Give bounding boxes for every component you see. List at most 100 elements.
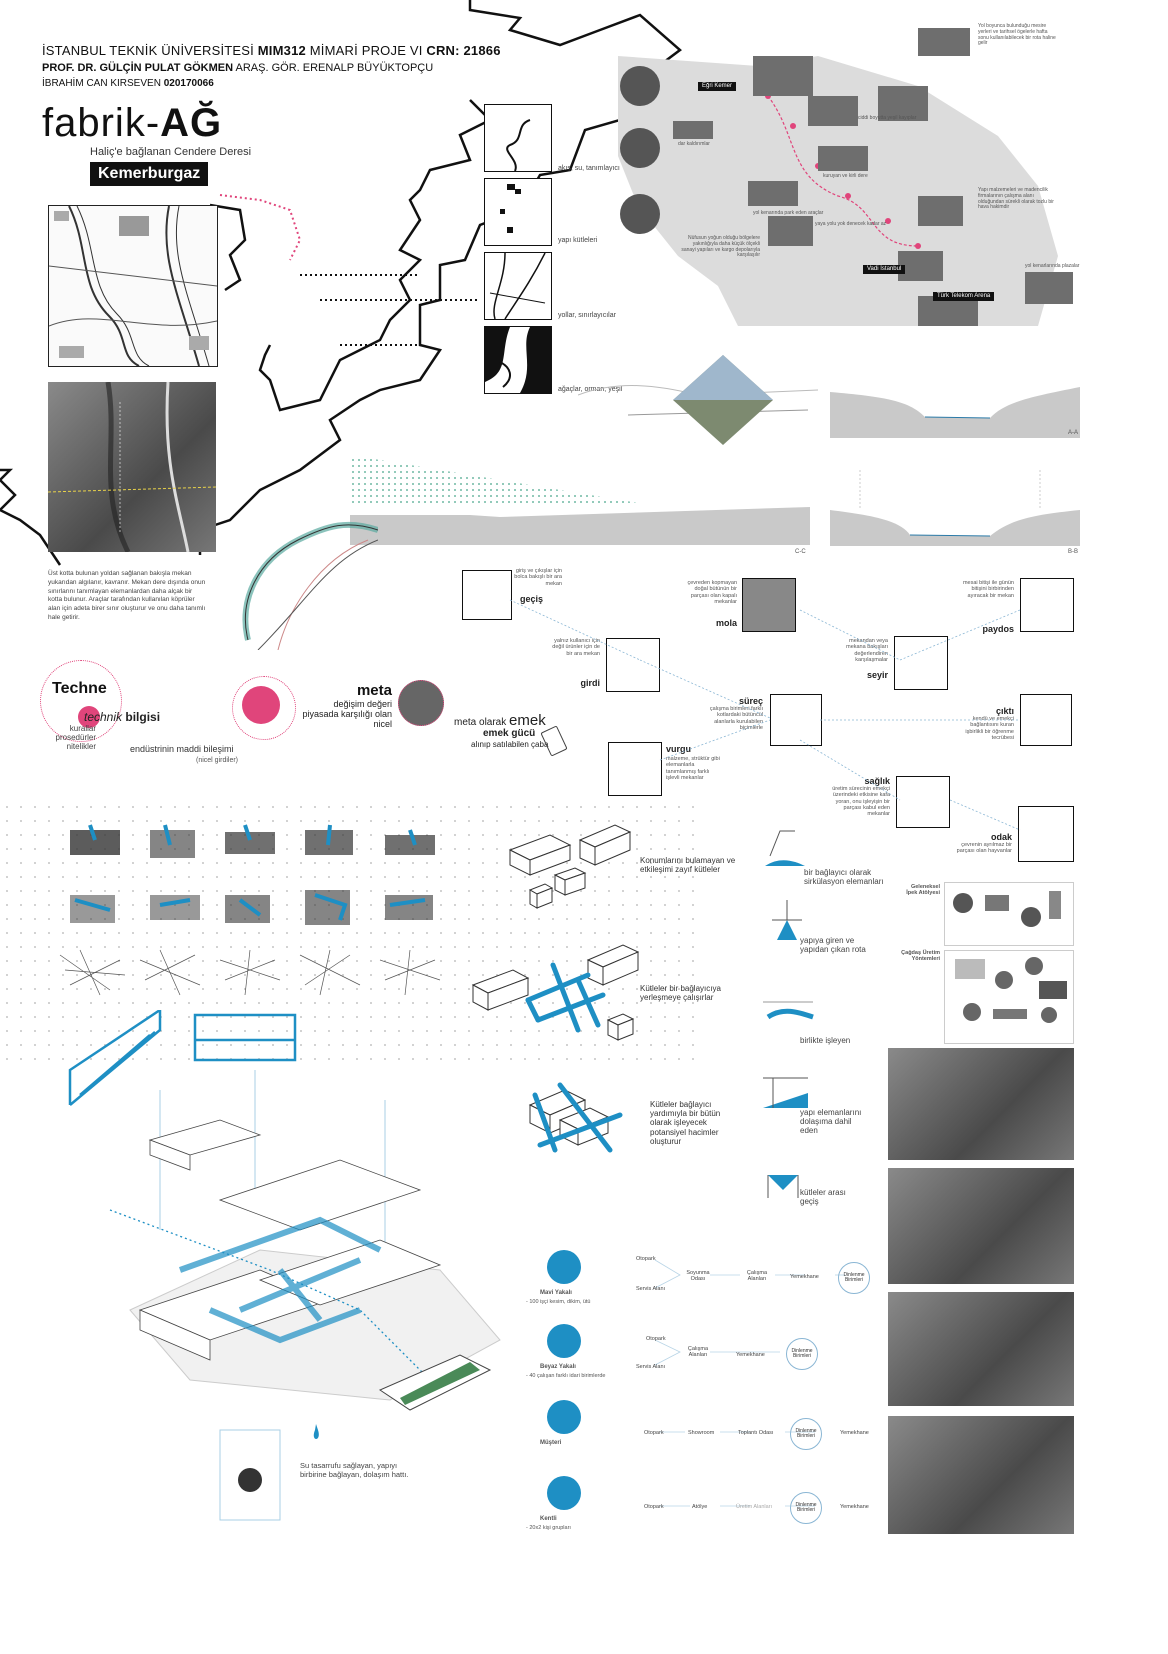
techne-rules: kurallar prosedürler nitelikler bbox=[40, 724, 96, 752]
section-a-a bbox=[830, 387, 1080, 438]
connector-sketch-2 bbox=[772, 900, 802, 940]
map-small-1: ciddi boyutta yeşil kayıplar bbox=[858, 115, 917, 121]
techne-circle bbox=[40, 660, 122, 742]
site-map-drawing bbox=[49, 206, 217, 366]
modern-title: Çağdaş Üretim Yöntemleri bbox=[901, 950, 940, 963]
user-icon-kentli bbox=[547, 1476, 581, 1510]
massing-step-2-text: Kütleler bir bağlayıcıya yerleşmeye çalı… bbox=[640, 984, 721, 1003]
model-grid bbox=[50, 820, 450, 1000]
map-photo-arena bbox=[918, 296, 978, 326]
user-name-3: Müşteri bbox=[540, 1440, 562, 1446]
instructors: PROF. DR. GÜLÇİN PULAT GÖKMEN ARAŞ. GÖR.… bbox=[42, 62, 433, 75]
bilgisi-word: bilgisi bbox=[122, 710, 161, 724]
connector-text-1: bir bağlayıcı olarak sirkülasyon elemanl… bbox=[804, 868, 884, 887]
traditional-title: Geleneksel İpek Atölyesi bbox=[906, 884, 940, 897]
course-title: İSTANBUL TEKNİK ÜNİVERSİTESİ MIM312 MİMA… bbox=[42, 43, 501, 59]
surec-label: süreç bbox=[738, 696, 763, 706]
user-name-4: Kentli bbox=[540, 1516, 557, 1522]
professor-name: PROF. DR. GÜLÇİN PULAT GÖKMEN bbox=[42, 62, 234, 74]
gecis-desc: giriş ve çıkışlar için bolca bakışlı bir… bbox=[514, 568, 562, 587]
route-map: Eğri Kemer Vadi İstanbul Türk Telekom Ar… bbox=[618, 56, 1078, 326]
model-photo-1 bbox=[888, 1048, 1074, 1160]
user-desc-2: - 40 çalışan farklı idari birimlerde bbox=[526, 1373, 606, 1379]
map-photo-aqueduct bbox=[753, 56, 813, 96]
techne-label: Techne bbox=[52, 680, 107, 697]
mod-img-5 bbox=[963, 1003, 981, 1021]
layer-roads bbox=[484, 252, 552, 320]
map-photo-road bbox=[818, 146, 868, 171]
meta-label: meta bbox=[356, 682, 392, 699]
quantitative: nicel bbox=[373, 719, 392, 729]
mod-img-1 bbox=[955, 959, 985, 979]
flow4-e: Yemekhane bbox=[840, 1504, 869, 1510]
map-small-3: yol kenarında park eden araçlar bbox=[753, 210, 824, 216]
massing-step-3 bbox=[528, 1082, 623, 1153]
massing-step-1 bbox=[508, 824, 632, 909]
scene-odak bbox=[1018, 806, 1074, 862]
title-part-b: AĞ bbox=[160, 101, 223, 145]
layer-green bbox=[484, 326, 552, 394]
vurgu-desc: malzeme, strüktür gibi elemanlarla tanım… bbox=[666, 756, 720, 781]
scene-surec bbox=[770, 694, 822, 746]
map-photo-towers bbox=[898, 251, 943, 281]
surec-desc: çalışma birimleri farklı kotlardaki bütü… bbox=[709, 706, 763, 731]
site-line-map bbox=[48, 205, 218, 367]
student-number: 020170066 bbox=[163, 78, 214, 89]
connector-text-2: yapıya giren ve yapıdan çıkan rota bbox=[800, 936, 866, 955]
flow2-a: Otopark bbox=[646, 1336, 666, 1342]
massing-step-1-text: Konumlarını bulamayan ve etkileşimi zayı… bbox=[640, 856, 736, 875]
mod-img-2 bbox=[995, 971, 1013, 989]
rule-nitelikler: nitelikler bbox=[66, 742, 96, 752]
flow2-e: Dinlenme Birimleri bbox=[786, 1338, 818, 1370]
labor-line: meta olarak emek bbox=[454, 712, 546, 729]
saglik-desc: üretim sürecinin emekçi üzerindeki etkis… bbox=[832, 786, 890, 818]
scene-paydos bbox=[1020, 578, 1074, 632]
student-info: İBRAHİM CAN KIRSEVEN 020170066 bbox=[42, 78, 214, 90]
flow2-d: Yemekhane bbox=[736, 1352, 765, 1358]
section-aa-label: A-A bbox=[1068, 430, 1079, 436]
model-photo-2 bbox=[888, 1168, 1074, 1284]
course-uni: İSTANBUL TEKNİK ÜNİVERSİTESİ bbox=[42, 43, 258, 58]
market-value: piyasada karşılığı olan bbox=[302, 709, 392, 719]
seyir-desc: mekandan veya mekana bakışları değerlend… bbox=[846, 638, 888, 663]
connector-sketch-3 bbox=[763, 1001, 814, 1020]
connector-text-4: yapı elemanlarını dolaşıma dahil eden bbox=[800, 1108, 862, 1136]
user-icon-beyaz-yakali bbox=[547, 1324, 581, 1358]
map-circle-photo-2 bbox=[620, 128, 660, 168]
girdi-label: girdi bbox=[580, 678, 601, 688]
route-map-drawing bbox=[618, 56, 1058, 326]
user-name-2: Beyaz Yakalı bbox=[540, 1364, 576, 1370]
assistant-name: ARAŞ. GÖR. ERENALP BÜYÜKTOPÇU bbox=[233, 62, 434, 74]
connector-sketch-4 bbox=[763, 1077, 808, 1108]
map-circle-photo-3 bbox=[620, 194, 660, 234]
rule-kurallar: kurallar bbox=[69, 724, 96, 733]
flow-lines bbox=[654, 1259, 845, 1507]
course-name: MİMARİ PROJE VI bbox=[305, 43, 427, 58]
girdi-desc: yalnız kullanıcı için değil ürünler için… bbox=[552, 638, 600, 657]
flow2-b: Servis Alanı bbox=[636, 1364, 666, 1370]
aerial-photo bbox=[47, 381, 217, 554]
flow4-c: Üretim Alanları bbox=[736, 1504, 773, 1510]
flow2-c: Çalışma Alanları bbox=[687, 1346, 709, 1358]
axonometric bbox=[68, 1010, 501, 1521]
technik-blob bbox=[78, 706, 100, 728]
student-name: İBRAHİM CAN KIRSEVEN bbox=[42, 78, 164, 89]
trad-img-2 bbox=[985, 895, 1009, 911]
section-c-c bbox=[350, 455, 810, 545]
map-label-egri-kemer: Eğri Kemer bbox=[698, 82, 737, 91]
map-small-4: dar kaldırımlar bbox=[678, 141, 710, 147]
traditional-panel bbox=[944, 882, 1074, 946]
map-photo-industry bbox=[748, 181, 798, 206]
flow3-b: Showroom bbox=[688, 1430, 715, 1436]
portrait-circle bbox=[398, 680, 444, 726]
labor-word: emek bbox=[509, 712, 546, 729]
flow1-a: Otopark bbox=[636, 1256, 656, 1262]
model-grid-drawing bbox=[59, 824, 441, 996]
course-crn: CRN: 21866 bbox=[426, 43, 501, 58]
massing-step-2 bbox=[471, 944, 640, 1041]
seyir-label: seyir bbox=[866, 670, 888, 680]
flow1-c: Soyunma Odası bbox=[686, 1270, 710, 1282]
route-sketch bbox=[242, 521, 378, 650]
industry-label: endüstrinin maddi bileşimi bbox=[130, 744, 234, 754]
map-photo-city bbox=[768, 216, 813, 246]
